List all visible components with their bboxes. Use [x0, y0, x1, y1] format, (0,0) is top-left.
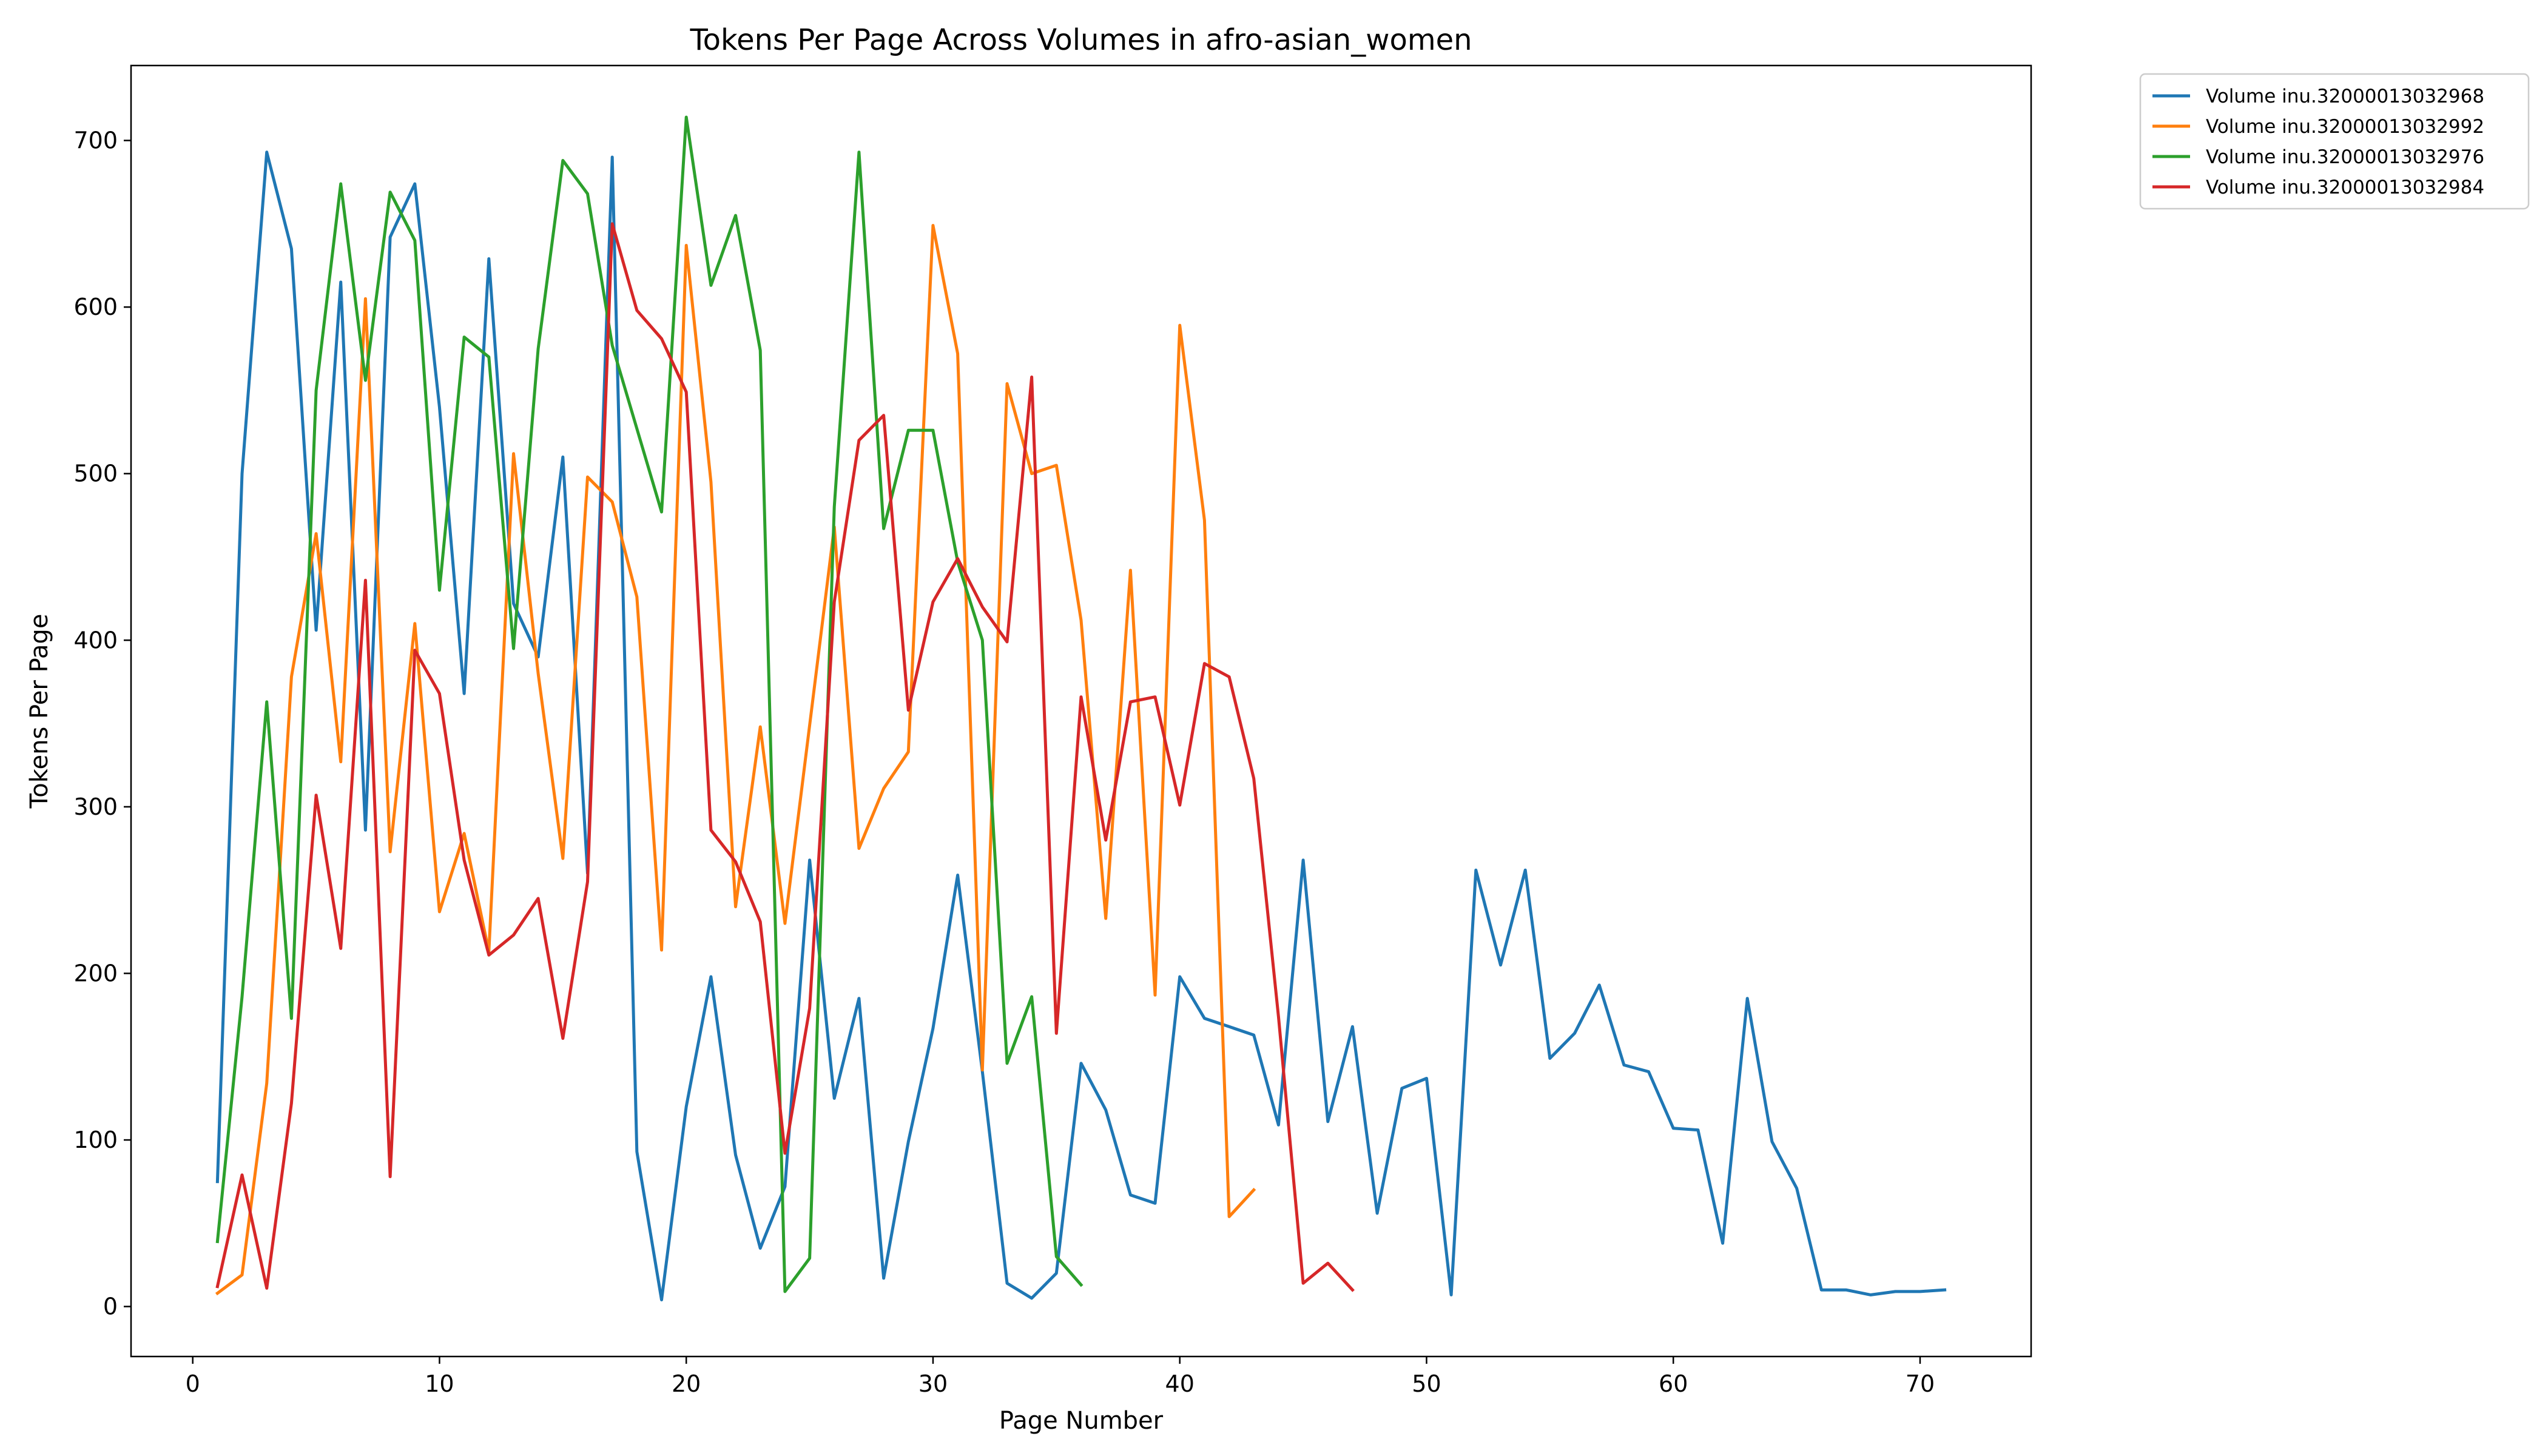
legend-label: Volume inu.32000013032976	[2206, 146, 2484, 168]
x-tick-label: 70	[1906, 1370, 1935, 1397]
x-tick-label: 20	[672, 1370, 701, 1397]
legend-label: Volume inu.32000013032984	[2206, 177, 2484, 198]
legend-entries: Volume inu.32000013032968 Volume inu.3200…	[2152, 86, 2484, 198]
legend-label: Volume inu.32000013032968	[2206, 86, 2484, 107]
x-tick-label: 30	[918, 1370, 948, 1397]
legend-label: Volume inu.32000013032992	[2206, 116, 2484, 138]
x-tick-label: 50	[1412, 1370, 1441, 1397]
series-line-3	[215, 115, 1084, 1293]
legend-frame	[2139, 73, 2530, 210]
y-tick-label: 400	[73, 627, 118, 653]
chart-title: Tokens Per Page Across Volumes in afro-a…	[689, 23, 1472, 57]
y-tick-label: 300	[73, 794, 118, 820]
y-tick-label: 500	[73, 460, 118, 487]
x-axis-title: Page Number	[999, 1407, 1164, 1435]
plot-frame	[130, 64, 2032, 1358]
series-line-4	[215, 222, 1355, 1292]
x-axis: 0 10 20 30 40 50 60 70	[186, 1357, 1935, 1397]
x-tick-label: 40	[1165, 1370, 1195, 1397]
y-tick-label: 700	[73, 127, 118, 154]
y-tick-label: 200	[73, 960, 118, 986]
y-tick-label: 100	[73, 1127, 118, 1153]
y-tick-label: 600	[73, 294, 118, 320]
x-tick-label: 0	[186, 1370, 200, 1397]
x-tick-label: 60	[1659, 1370, 1688, 1397]
y-axis: 0 100 200 300 400 500 600 700	[73, 127, 131, 1320]
series-layer	[215, 115, 1947, 1302]
y-tick-label: 0	[103, 1293, 118, 1320]
series-line-1	[215, 150, 1947, 1302]
x-tick-label: 10	[425, 1370, 454, 1397]
legend: Volume inu.32000013032968 Volume inu.3200…	[2139, 73, 2530, 210]
series-line-2	[215, 224, 1256, 1296]
y-axis-title: Tokens Per Page	[25, 614, 53, 809]
